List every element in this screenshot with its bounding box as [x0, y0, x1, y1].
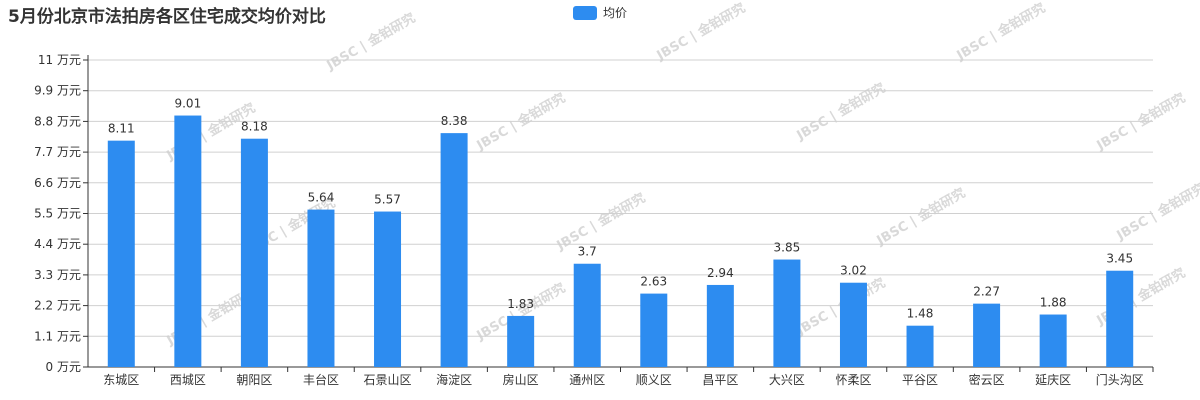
y-tick-label: 3.3 万元: [34, 268, 81, 282]
x-tick-label: 丰台区: [303, 372, 339, 387]
data-label: 2.94: [707, 266, 734, 280]
x-tick-label: 门头沟区: [1096, 372, 1144, 387]
x-tick-label: 通州区: [569, 373, 605, 387]
bar: [374, 211, 402, 367]
x-tick-label: 大兴区: [769, 373, 805, 387]
data-label: 9.01: [174, 97, 201, 111]
data-label: 1.88: [1040, 296, 1067, 310]
legend-label: 均价: [603, 6, 628, 20]
watermark-text: JBSC | 金铂研究: [793, 80, 888, 144]
y-tick-label: 1.1 万元: [34, 329, 81, 343]
x-tick-label: 西城区: [170, 373, 206, 387]
data-label: 2.63: [640, 275, 667, 289]
watermark-text: JBSC | 金铂研究: [1093, 90, 1188, 154]
x-tick-label: 平谷区: [902, 373, 938, 387]
watermark-text: JBSC | 金铂研究: [953, 0, 1048, 64]
bar: [107, 140, 135, 367]
bar: [906, 325, 934, 367]
y-tick-label: 6.6 万元: [34, 176, 81, 190]
bar: [240, 138, 268, 367]
x-tick-label: 海淀区: [436, 372, 472, 387]
y-tick-label: 4.4 万元: [34, 237, 81, 251]
bar: [174, 115, 202, 367]
data-label: 1.83: [507, 297, 534, 311]
x-tick-label: 怀柔区: [835, 373, 871, 387]
y-tick-label: 7.7 万元: [34, 145, 81, 159]
legend[interactable]: 均价: [573, 4, 627, 21]
data-label: 3.7: [578, 245, 597, 259]
bar: [307, 209, 335, 367]
y-tick-label: 9.9 万元: [34, 84, 81, 98]
data-label: 1.48: [907, 307, 934, 321]
chart-title: 5月份北京市法拍房各区住宅成交均价对比: [8, 7, 326, 27]
watermark-text: JBSC | 金铂研究: [873, 185, 968, 249]
bar: [440, 133, 468, 367]
bar: [1039, 314, 1067, 367]
x-tick-label: 东城区: [103, 373, 139, 387]
y-tick-label: 11 万元: [38, 53, 81, 67]
x-tick-label: 房山区: [503, 372, 539, 387]
bar: [573, 263, 601, 367]
y-tick-label: 0 万元: [46, 360, 81, 374]
y-tick-label: 5.5 万元: [34, 207, 81, 221]
data-label: 3.02: [840, 264, 867, 278]
data-label: 3.85: [774, 241, 801, 255]
bar: [839, 282, 867, 367]
x-tick-label: 昌平区: [702, 373, 738, 387]
bar: [1106, 270, 1134, 367]
data-label: 8.11: [108, 122, 135, 136]
bar: [973, 303, 1001, 367]
x-tick-label: 延庆区: [1035, 373, 1071, 387]
bar: [706, 284, 734, 367]
x-tick-label: 密云区: [969, 372, 1005, 387]
watermark-text: JBSC | 金铂研究: [473, 90, 568, 154]
watermark-text: JBSC | 金铂研究: [653, 0, 748, 64]
bar: [507, 315, 535, 367]
data-label: 5.57: [374, 193, 401, 207]
x-tick-label: 顺义区: [636, 373, 672, 387]
x-tick-label: 石景山区: [364, 373, 412, 387]
data-label: 5.64: [308, 191, 335, 205]
watermark-text: JBSC | 金铂研究: [323, 10, 418, 74]
y-tick-label: 2.2 万元: [34, 299, 81, 313]
x-tick-label: 朝阳区: [236, 373, 272, 387]
bar: [640, 293, 668, 367]
data-label: 8.18: [241, 120, 268, 134]
data-label: 8.38: [441, 114, 468, 128]
watermark-text: JBSC | 金铂研究: [1113, 180, 1200, 244]
bar: [773, 259, 801, 367]
y-tick-label: 8.8 万元: [34, 114, 81, 128]
legend-swatch: [573, 5, 597, 20]
data-label: 2.27: [973, 285, 1000, 299]
data-label: 3.45: [1106, 252, 1133, 266]
